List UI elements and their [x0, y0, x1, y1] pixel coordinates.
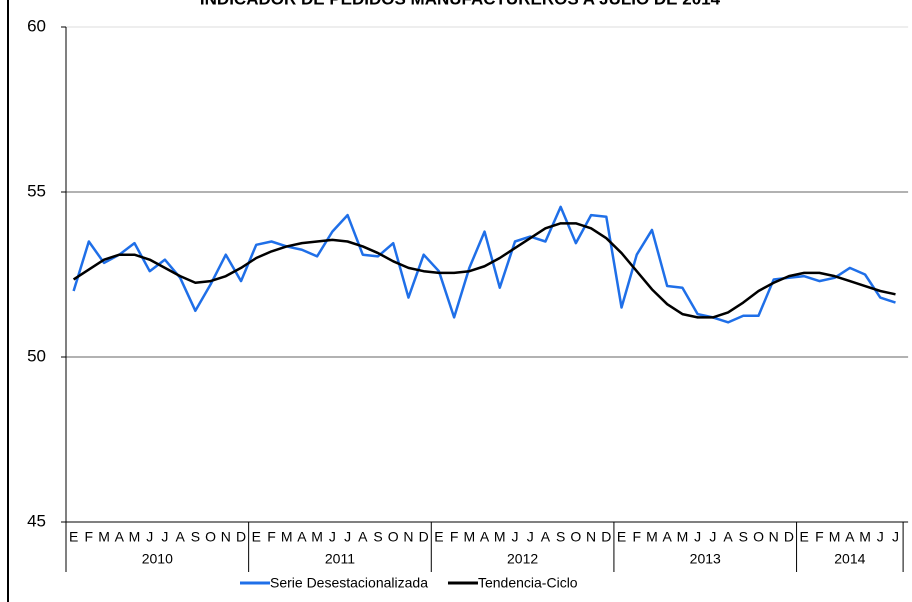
x-tick-label: D	[601, 529, 611, 545]
x-tick-label: N	[221, 529, 231, 545]
x-tick-label: O	[570, 529, 581, 545]
x-tick-label: J	[344, 529, 351, 545]
x-tick-label: S	[556, 529, 565, 545]
x-tick-label: F	[815, 529, 824, 545]
x-tick-label: M	[463, 529, 475, 545]
year-label: 2013	[690, 551, 721, 567]
x-tick-label: J	[694, 529, 701, 545]
x-tick-label: J	[877, 529, 884, 545]
x-tick-label: F	[632, 529, 641, 545]
x-tick-label: O	[205, 529, 216, 545]
x-tick-label: J	[527, 529, 534, 545]
series-line	[72, 205, 896, 324]
x-tick-label: O	[753, 529, 764, 545]
x-tick-label: D	[419, 529, 429, 545]
year-label: 2010	[142, 551, 173, 567]
x-tick-label: J	[329, 529, 336, 545]
x-tick-label: M	[129, 529, 141, 545]
chart-title: INDICADOR DE PEDIDOS MANUFACTUREROS A JU…	[200, 0, 721, 8]
x-tick-label: A	[115, 529, 125, 545]
year-label: 2014	[834, 551, 865, 567]
year-label: 2012	[507, 551, 538, 567]
y-tick-label: 60	[27, 16, 46, 35]
x-tick-label: J	[161, 529, 168, 545]
x-tick-label: J	[146, 529, 153, 545]
x-tick-label: J	[709, 529, 716, 545]
year-label: 2011	[325, 551, 355, 567]
x-tick-label: S	[191, 529, 200, 545]
legend-label: Tendencia-Ciclo	[478, 575, 578, 591]
x-tick-label: F	[450, 529, 459, 545]
x-tick-label: M	[677, 529, 689, 545]
x-tick-label: O	[388, 529, 399, 545]
x-tick-label: A	[175, 529, 185, 545]
y-tick-label: 50	[27, 346, 46, 365]
x-tick-label: M	[281, 529, 293, 545]
x-tick-label: M	[829, 529, 841, 545]
x-tick-label: N	[769, 529, 779, 545]
x-tick-label: E	[617, 529, 626, 545]
x-tick-label: E	[799, 529, 808, 545]
x-tick-label: M	[494, 529, 506, 545]
x-tick-label: A	[358, 529, 368, 545]
x-tick-label: E	[252, 529, 261, 545]
x-tick-label: M	[859, 529, 871, 545]
y-tick-label: 45	[27, 511, 46, 530]
x-tick-label: A	[663, 529, 673, 545]
x-tick-label: F	[85, 529, 94, 545]
x-tick-label: M	[98, 529, 110, 545]
x-tick-label: A	[297, 529, 307, 545]
y-tick-label: 55	[27, 181, 46, 200]
x-tick-label: E	[69, 529, 78, 545]
x-tick-label: A	[480, 529, 490, 545]
x-tick-label: J	[892, 529, 899, 545]
x-tick-label: A	[845, 529, 855, 545]
x-tick-label: N	[586, 529, 596, 545]
legend-label: Serie Desestacionalizada	[270, 575, 428, 591]
x-tick-label: E	[434, 529, 443, 545]
x-tick-label: S	[739, 529, 748, 545]
x-tick-label: F	[267, 529, 276, 545]
x-tick-label: D	[784, 529, 794, 545]
x-tick-label: N	[403, 529, 413, 545]
x-tick-label: J	[511, 529, 518, 545]
series-line	[72, 222, 896, 319]
x-tick-label: S	[373, 529, 382, 545]
x-tick-label: D	[236, 529, 246, 545]
x-tick-label: A	[541, 529, 551, 545]
x-tick-label: M	[311, 529, 323, 545]
x-tick-label: A	[723, 529, 733, 545]
x-tick-label: M	[646, 529, 658, 545]
